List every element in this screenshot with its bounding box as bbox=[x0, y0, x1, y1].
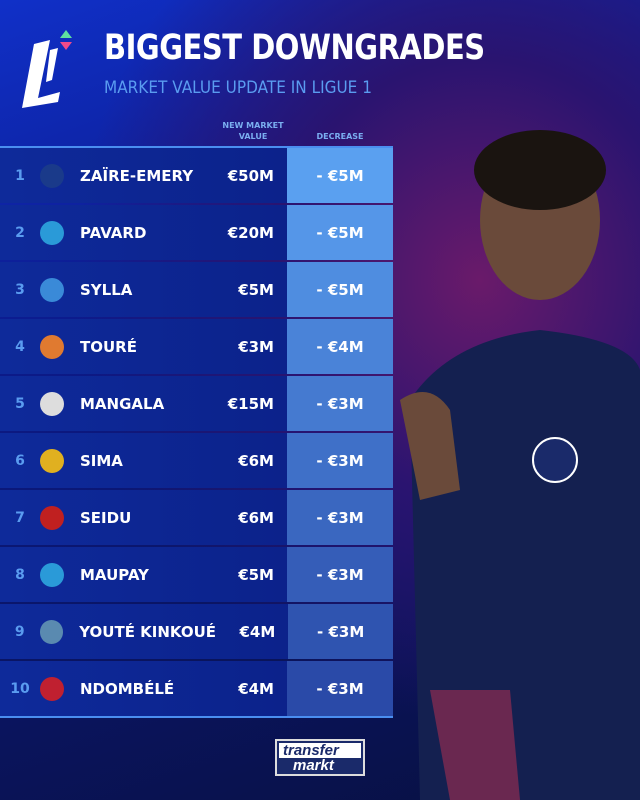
brand-line2: markt bbox=[293, 757, 334, 774]
rank: 10 bbox=[10, 680, 30, 697]
club-crest-icon bbox=[40, 505, 64, 530]
table-row: 9 YOUTÉ KINKOUÉ €4M - €3M bbox=[0, 604, 393, 659]
player-name: YOUTÉ KINKOUÉ bbox=[79, 622, 217, 641]
player-name: ZAÏRE-EMERY bbox=[80, 166, 194, 185]
market-value: €6M bbox=[238, 451, 274, 470]
decrease-value: - €3M bbox=[287, 433, 393, 488]
page-subtitle: MARKET VALUE UPDATE IN LIGUE 1 bbox=[104, 78, 372, 98]
player-name: TOURÉ bbox=[80, 337, 137, 356]
market-value: €6M bbox=[238, 508, 274, 527]
rank: 4 bbox=[15, 338, 25, 355]
brand-line1: transfer bbox=[279, 743, 361, 758]
market-value: €15M bbox=[227, 394, 274, 413]
rank: 5 bbox=[15, 395, 25, 412]
market-value: €5M bbox=[238, 280, 274, 299]
rank: 7 bbox=[15, 509, 25, 526]
decrease-value: - €3M bbox=[287, 661, 393, 716]
table-row: 6 SIMA €6M - €3M bbox=[0, 433, 393, 488]
player-name: NDOMBÉLÉ bbox=[80, 679, 175, 698]
market-value: €3M bbox=[238, 337, 274, 356]
column-header-decrease: DECREASE bbox=[316, 132, 364, 141]
club-crest-icon bbox=[40, 277, 64, 302]
club-crest-icon bbox=[40, 676, 64, 701]
table-row: 5 MANGALA €15M - €3M bbox=[0, 376, 393, 431]
market-value: €5M bbox=[238, 565, 274, 584]
market-value: €20M bbox=[227, 223, 274, 242]
rank: 1 bbox=[15, 167, 25, 184]
table-row: 4 TOURÉ €3M - €4M bbox=[0, 319, 393, 374]
rank: 8 bbox=[15, 566, 25, 583]
column-header-value: NEW MARKET VALUE bbox=[222, 121, 284, 141]
player-name: PAVARD bbox=[80, 223, 147, 242]
decrease-value: - €3M bbox=[287, 490, 393, 545]
market-value: €4M bbox=[239, 622, 276, 641]
ligue1-logo bbox=[22, 30, 72, 108]
decrease-value: - €3M bbox=[287, 547, 393, 602]
decrease-value: - €3M bbox=[287, 376, 393, 431]
rank: 9 bbox=[14, 623, 25, 640]
table-row: 2 PAVARD €20M - €5M bbox=[0, 205, 393, 260]
table-row: 3 SYLLA €5M - €5M bbox=[0, 262, 393, 317]
rank: 2 bbox=[15, 224, 25, 241]
rankings-table: 1 ZAÏRE-EMERY €50M - €5M 2 PAVARD €20M - … bbox=[0, 146, 393, 718]
club-crest-icon bbox=[40, 334, 64, 359]
club-crest-icon bbox=[40, 562, 64, 587]
club-crest-icon bbox=[40, 448, 64, 473]
player-photo bbox=[400, 130, 640, 800]
rank: 6 bbox=[15, 452, 25, 469]
player-name: MANGALA bbox=[80, 394, 165, 413]
club-crest-icon bbox=[39, 619, 64, 644]
decrease-value: - €5M bbox=[287, 205, 393, 260]
decrease-value: - €5M bbox=[287, 262, 393, 317]
market-value: €50M bbox=[227, 166, 274, 185]
table-row: 8 MAUPAY €5M - €3M bbox=[0, 547, 393, 602]
player-name: SYLLA bbox=[80, 280, 133, 299]
page-title: BIGGEST DOWNGRADES bbox=[104, 28, 485, 68]
table-row: 7 SEIDU €6M - €3M bbox=[0, 490, 393, 545]
club-crest-icon bbox=[40, 391, 64, 416]
player-name: MAUPAY bbox=[80, 565, 149, 584]
club-crest-icon bbox=[40, 220, 64, 245]
table-row: 10 NDOMBÉLÉ €4M - €3M bbox=[0, 661, 393, 716]
decrease-value: - €5M bbox=[287, 148, 393, 203]
rank: 3 bbox=[15, 281, 25, 298]
decrease-value: - €3M bbox=[288, 604, 393, 659]
market-value: €4M bbox=[238, 679, 274, 698]
decrease-value: - €4M bbox=[287, 319, 393, 374]
table-row: 1 ZAÏRE-EMERY €50M - €5M bbox=[0, 148, 393, 203]
transfermarkt-logo: transfer markt bbox=[275, 739, 365, 776]
player-name: SIMA bbox=[80, 451, 123, 470]
player-name: SEIDU bbox=[80, 508, 132, 527]
club-crest-icon bbox=[40, 163, 64, 188]
